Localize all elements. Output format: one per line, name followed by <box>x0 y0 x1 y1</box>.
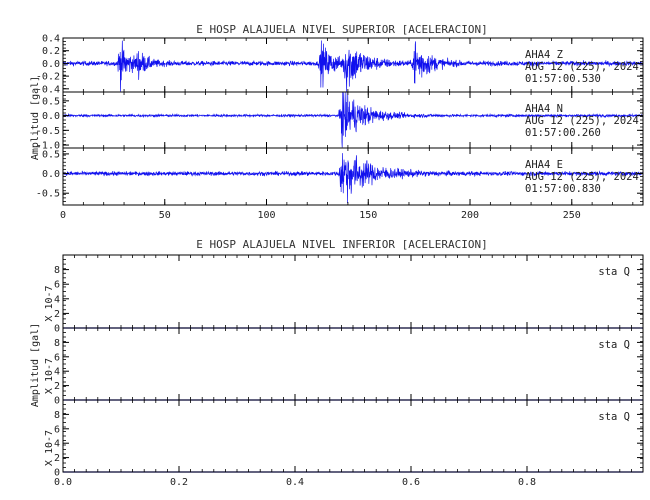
y-tick-label: 0.0 <box>42 111 60 122</box>
y-tick-label: 0 <box>54 324 60 335</box>
trace-waveform <box>62 153 644 204</box>
y-tick-label: -0.2 <box>36 72 60 83</box>
trace-annotation: AHA4 Z <box>525 49 563 61</box>
x-tick-label: 200 <box>461 210 479 221</box>
x-tick-label: 0.4 <box>286 477 304 488</box>
panel-frame <box>62 327 644 401</box>
top-chart-ylabel: Amplitud [gal] <box>30 76 41 160</box>
empty-trace-panel-1: 8 6 4 2 0 sta Q X 10-7 <box>44 254 644 335</box>
empty-trace-panel-3: 8 6 4 2 0 sta Q X 10-7 <box>44 399 644 479</box>
trace-annotation: sta Q <box>598 266 630 278</box>
bottom-chart-title: E HOSP ALAJUELA NIVEL INFERIOR [ACELERAC… <box>196 238 487 251</box>
top-chart: E HOSP ALAJUELA NIVEL SUPERIOR [ACELERAC… <box>30 23 644 221</box>
x-tick-label: 0.8 <box>518 477 536 488</box>
y-tick-label: -0.5 <box>36 189 60 200</box>
x-tick-label: 0.6 <box>402 477 420 488</box>
x-tick-label: 0.2 <box>170 477 188 488</box>
y-tick-label: 4 <box>54 439 60 450</box>
bottom-chart: E HOSP ALAJUELA NIVEL INFERIOR [ACELERAC… <box>30 238 644 488</box>
x-tick-label: 100 <box>257 210 275 221</box>
scale-label: X 10-7 <box>44 285 55 321</box>
y-tick-label: 0.4 <box>42 34 60 45</box>
y-tick-label: 0.5 <box>42 96 60 107</box>
y-tick-label: 0.2 <box>42 46 60 57</box>
trace-annotation: sta Q <box>598 339 630 351</box>
x-tick-label: 50 <box>159 210 171 221</box>
x-tick-label: 150 <box>359 210 377 221</box>
y-tick-label: -0.5 <box>36 126 60 137</box>
scale-label: X 10-7 <box>44 358 55 394</box>
trace-annotation: AUG 12 (225), 2024 <box>525 115 639 127</box>
trace-annotation: 01:57:00.260 <box>525 127 601 139</box>
y-tick-label: 2 <box>54 453 60 464</box>
scale-label: X 10-7 <box>44 430 55 466</box>
empty-trace-panel-2: 8 6 4 2 0 sta Q X 10-7 <box>44 327 644 407</box>
y-tick-label: 2 <box>54 381 60 392</box>
trace-annotation: AUG 12 (225), 2024 <box>525 61 639 73</box>
x-tick-label: 250 <box>563 210 581 221</box>
y-tick-label: 4 <box>54 367 60 378</box>
y-tick-label: 0.0 <box>42 59 60 70</box>
bottom-chart-ylabel: Amplitud [gal] <box>30 323 41 407</box>
y-tick-label: 4 <box>54 294 60 305</box>
y-tick-label: 8 <box>54 338 60 349</box>
y-tick-label: 0.0 <box>42 169 60 180</box>
y-tick-label: 0 <box>54 396 60 407</box>
y-tick-label: 0.5 <box>42 149 60 160</box>
y-tick-label: 8 <box>54 410 60 421</box>
y-tick-label: 6 <box>54 424 60 435</box>
trace-annotation: 01:57:00.830 <box>525 183 601 195</box>
top-chart-title: E HOSP ALAJUELA NIVEL SUPERIOR [ACELERAC… <box>196 23 487 36</box>
panel-frame <box>62 254 644 329</box>
trace-annotation: AHA4 N <box>525 103 563 115</box>
x-tick-label: 0 <box>60 210 66 221</box>
trace-annotation: AUG 12 (225), 2024 <box>525 171 639 183</box>
trace-waveform <box>62 40 644 92</box>
trace-annotation: 01:57:00.530 <box>525 73 601 85</box>
x-tick-label: 0.0 <box>54 477 72 488</box>
trace-waveform <box>62 92 644 148</box>
panel-frame <box>62 399 644 473</box>
y-tick-label: 6 <box>54 280 60 291</box>
y-tick-label: 8 <box>54 265 60 276</box>
y-tick-label: 0 <box>54 468 60 479</box>
trace-annotation: AHA4 E <box>525 159 563 171</box>
y-tick-label: 6 <box>54 352 60 363</box>
y-tick-label: 2 <box>54 309 60 320</box>
trace-annotation: sta Q <box>598 411 630 423</box>
y-tick-label: -1.0 <box>36 141 60 152</box>
y-tick-label: -0.4 <box>36 84 60 95</box>
